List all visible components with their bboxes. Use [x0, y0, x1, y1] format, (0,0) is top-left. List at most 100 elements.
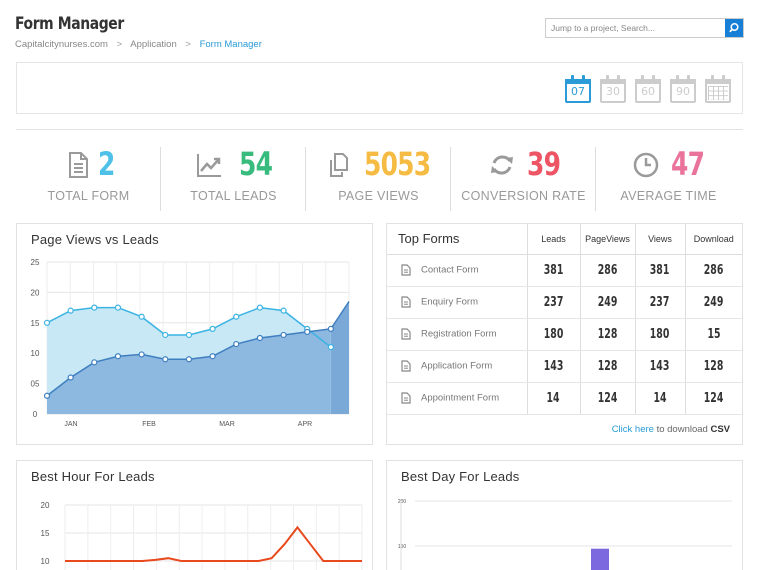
data-point: [209, 325, 216, 332]
data-point: [162, 331, 169, 339]
cell-leads: 143: [526, 350, 580, 383]
data-point: [209, 353, 216, 360]
column-header-views: Views: [634, 224, 685, 255]
y-tick-label: 15: [41, 529, 50, 538]
cell-download: 15: [684, 318, 742, 351]
stat-total-leads: 54 TOTAL LEADS: [161, 145, 306, 211]
search-icon: [729, 22, 739, 33]
form-document-icon: [401, 360, 411, 372]
table-row[interactable]: Appointment Form 14 124 14 124: [387, 382, 742, 415]
form-name-cell: Contact Form: [387, 254, 527, 287]
table-row[interactable]: Registration Form 180 128 180 15: [387, 318, 742, 351]
download-csv-link[interactable]: Click here: [611, 424, 654, 435]
table-row[interactable]: Contact Form 381 286 381 286: [387, 254, 742, 287]
calendar-grid-icon: [708, 86, 728, 100]
y-tick-label: 05: [31, 380, 40, 389]
form-name[interactable]: Appointment Form: [421, 392, 500, 404]
breadcrumb-item-site[interactable]: Capitalcitynurses.com: [15, 39, 108, 50]
stat-value: 47: [671, 145, 705, 183]
y-tick-label: 150: [398, 544, 407, 550]
cell-leads: 381: [526, 254, 580, 287]
top-forms-table: Top Forms Leads PageViews Views Download…: [387, 224, 742, 415]
stat-label: AVERAGE TIME: [620, 189, 717, 203]
calendar-30-days-button[interactable]: 30: [600, 75, 626, 103]
table-row[interactable]: Enquiry Form 237 249 237 249: [387, 286, 742, 319]
panel-title: Best Day For Leads: [401, 469, 520, 484]
cell-value: 143: [650, 358, 670, 374]
data-point: [280, 331, 287, 339]
breadcrumb-separator: >: [116, 39, 123, 50]
calendar-90-days-button[interactable]: 90: [670, 75, 696, 103]
cell-pageviews: 128: [579, 318, 635, 351]
bar: [591, 548, 609, 570]
search-input[interactable]: [546, 19, 724, 37]
calendar-7-days-button[interactable]: 07: [565, 75, 591, 103]
stats-row: 2 TOTAL FORM 54 TOTAL LEADS 5053 PAGE VI…: [16, 145, 743, 211]
stat-label: TOTAL FORM: [47, 189, 130, 203]
page-header: Form Manager Capitalcitynurses.com > App…: [15, 14, 262, 50]
breadcrumb-item-application[interactable]: Application: [130, 39, 177, 50]
x-tick-label: JAN: [64, 421, 77, 428]
form-name[interactable]: Enquiry Form: [421, 296, 479, 308]
form-document-icon: [401, 296, 411, 308]
cell-value: 237: [543, 294, 564, 310]
data-point: [233, 313, 240, 320]
data-point: [185, 356, 193, 363]
data-point: [304, 328, 311, 336]
cell-value: 381: [543, 262, 564, 278]
trending-up-icon: [197, 154, 221, 177]
cell-leads: 14: [526, 382, 580, 415]
calendar-60-days-button[interactable]: 60: [635, 75, 661, 103]
cell-value: 286: [703, 262, 724, 278]
date-filter-bar: 07 30 60 90: [16, 62, 743, 114]
data-point: [138, 313, 145, 320]
search-button[interactable]: [725, 19, 743, 37]
cell-download: 128: [684, 350, 742, 383]
cell-value: 249: [597, 294, 618, 310]
data-point: [233, 340, 240, 348]
form-name[interactable]: Contact Form: [421, 264, 479, 276]
form-name-cell: Appointment Form: [387, 382, 527, 415]
cell-value: 128: [703, 358, 724, 374]
panel-title: Best Hour For Leads: [31, 469, 155, 484]
calendar-label: 07: [571, 85, 585, 98]
column-header-download: Download: [684, 224, 742, 255]
pageviews-leads-chart: 0 05 10 15 20 25 JAN FEB MAR APR: [31, 258, 350, 428]
series-area: [47, 328, 331, 414]
x-tick-label: APR: [298, 421, 312, 428]
cell-pageviews: 128: [579, 350, 635, 383]
table-header-row: Top Forms Leads PageViews Views Download: [387, 224, 742, 255]
form-name[interactable]: Application Form: [421, 360, 493, 372]
y-tick-label: 15: [31, 319, 40, 328]
calendar-all-button[interactable]: [705, 75, 731, 103]
divider: [16, 129, 743, 130]
series-line: [330, 301, 350, 330]
data-point: [162, 356, 169, 363]
x-tick-label: MAR: [219, 421, 235, 428]
form-document-icon: [401, 392, 411, 404]
data-point: [114, 304, 122, 311]
cell-pageviews: 124: [579, 382, 635, 415]
cell-views: 14: [634, 382, 685, 415]
form-document-icon: [401, 264, 411, 276]
series-area: [330, 301, 349, 414]
cell-value: 180: [650, 326, 670, 342]
best-day-panel: Best Day For Leads 200 150: [386, 460, 743, 570]
x-tick-label: FEB: [142, 421, 156, 428]
y-tick-label: 10: [31, 349, 40, 358]
stat-conversion-rate: 39 CONVERSION RATE: [451, 145, 596, 211]
top-forms-panel: Top Forms Leads PageViews Views Download…: [386, 223, 743, 445]
cell-value: 143: [543, 358, 564, 374]
breadcrumb-item-current: Form Manager: [199, 39, 262, 50]
cell-leads: 180: [526, 318, 580, 351]
breadcrumb: Capitalcitynurses.com > Application > Fo…: [15, 39, 262, 50]
cell-pageviews: 249: [579, 286, 635, 319]
cell-value: 15: [707, 326, 721, 342]
cell-value: 237: [650, 294, 670, 310]
form-name[interactable]: Registration Form: [421, 328, 497, 340]
stat-value: 54: [239, 145, 273, 183]
table-row[interactable]: Application Form 143 128 143 128: [387, 350, 742, 383]
data-point: [43, 392, 51, 399]
cell-value: 180: [543, 326, 564, 342]
y-tick-label: 10: [41, 557, 50, 566]
